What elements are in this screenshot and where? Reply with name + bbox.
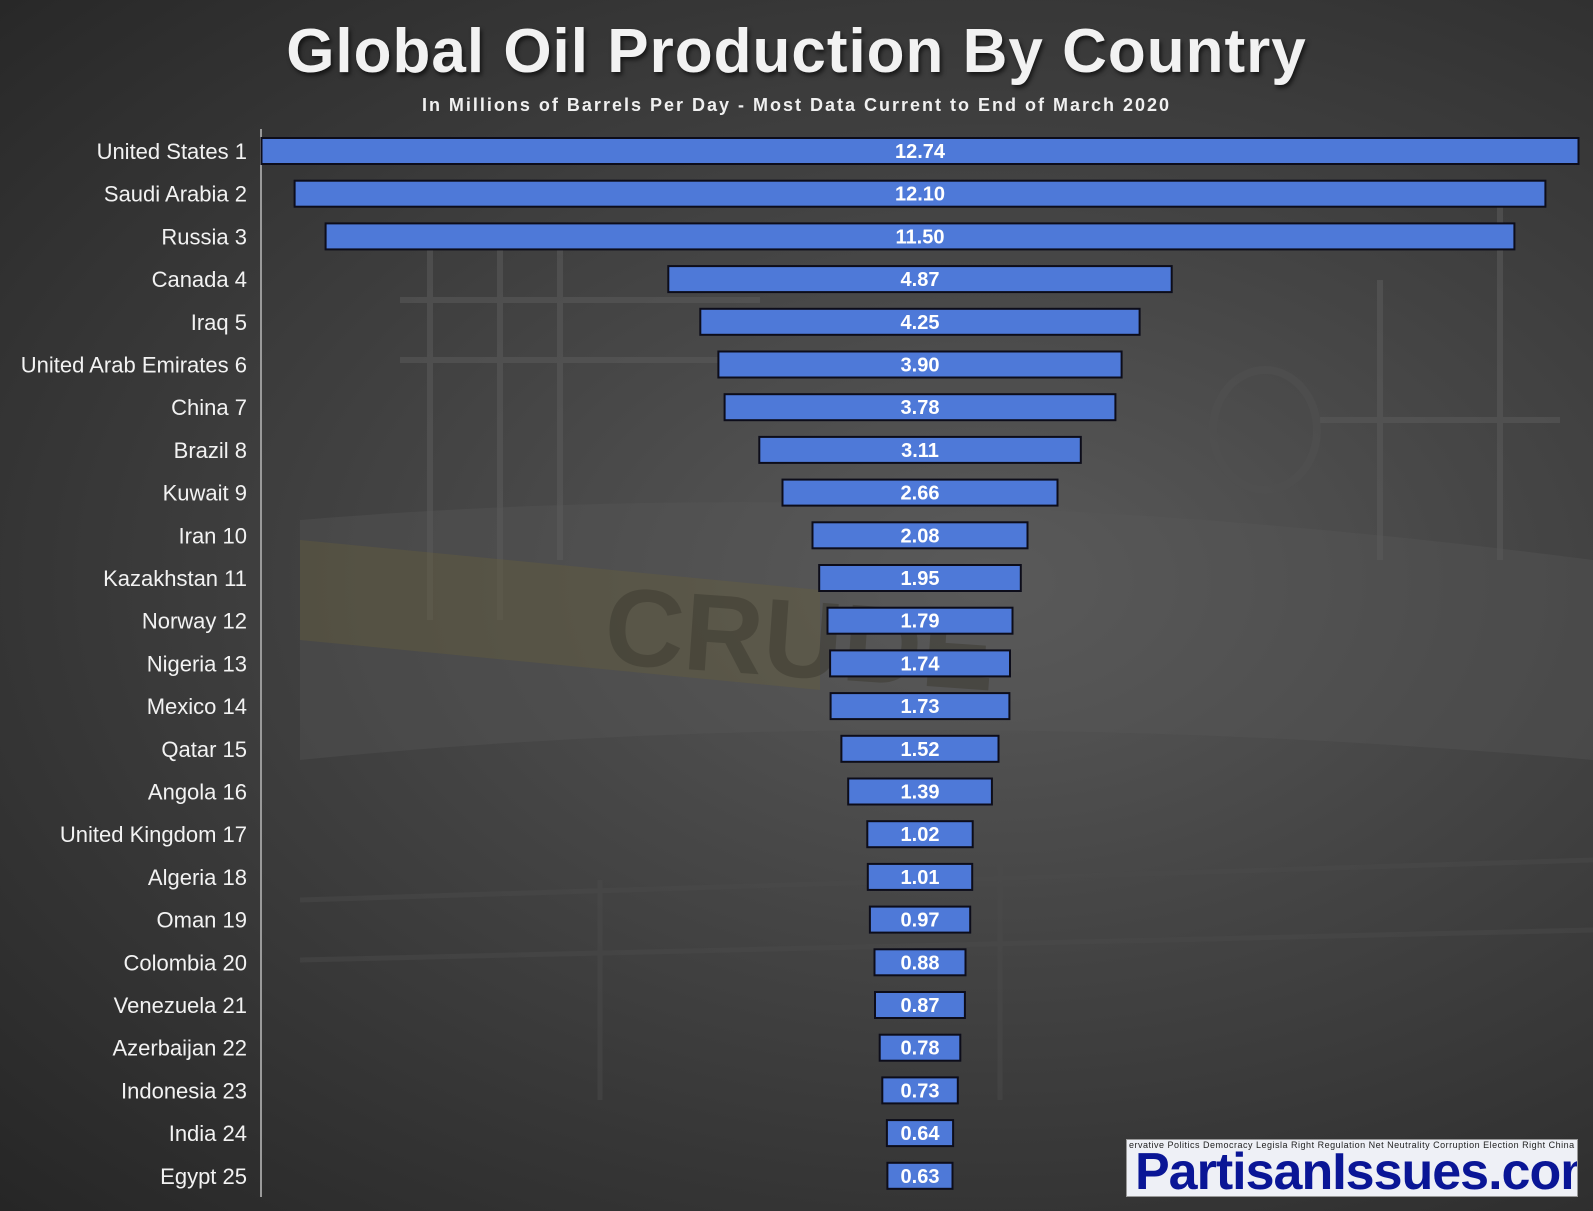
category-label-3: Russia 3	[161, 224, 247, 249]
chart-title: Global Oil Production By Country	[286, 17, 1307, 86]
bar-3	[324, 222, 1516, 251]
category-label-19: Oman 19	[157, 908, 248, 933]
bar-25	[886, 1161, 954, 1190]
category-label-23: Indonesia 23	[121, 1078, 247, 1103]
bar-23	[881, 1076, 959, 1105]
bar-7	[723, 393, 1117, 422]
category-label-1: United States 1	[97, 139, 247, 164]
category-label-18: Algeria 18	[148, 865, 247, 890]
value-label-21: 0.87	[901, 995, 940, 1017]
bar-4	[667, 265, 1173, 294]
category-label-8: Brazil 8	[174, 438, 247, 463]
category-label-24: India 24	[169, 1121, 247, 1146]
value-label-22: 0.78	[901, 1038, 940, 1060]
value-label-17: 1.02	[901, 824, 940, 846]
value-label-11: 1.95	[901, 568, 940, 590]
category-label-25: Egypt 25	[160, 1164, 247, 1189]
category-label-4: Canada 4	[152, 267, 247, 292]
bar-1	[260, 137, 1580, 165]
category-label-21: Venezuela 21	[114, 993, 247, 1018]
value-label-8: 3.11	[901, 440, 939, 462]
bar-12	[826, 606, 1014, 635]
category-label-20: Colombia 20	[123, 950, 247, 975]
category-label-5: Iraq 5	[191, 310, 247, 335]
value-label-3: 11.50	[896, 226, 945, 248]
value-label-25: 0.63	[901, 1166, 940, 1188]
value-label-13: 1.74	[901, 653, 941, 675]
bar-13	[829, 649, 1011, 678]
value-label-16: 1.39	[901, 782, 940, 804]
logo-brand-text: PartisanIssues.com	[1135, 1143, 1578, 1197]
category-label-10: Iran 10	[179, 523, 248, 548]
value-label-14: 1.73	[901, 696, 940, 718]
value-label-10: 2.08	[901, 525, 940, 547]
bar-5	[699, 307, 1141, 336]
bar-16	[847, 777, 993, 806]
bar-14	[829, 692, 1011, 721]
category-label-14: Mexico 14	[147, 694, 247, 719]
bars-layer: 12.74 United States 1 12.10 Saudi Arabia 2 1…	[21, 137, 1580, 1190]
bar-10	[811, 521, 1029, 550]
bar-20	[873, 948, 967, 977]
bar-9	[781, 478, 1059, 507]
bar-8	[758, 435, 1082, 464]
bar-21	[874, 991, 966, 1019]
partisanissues-logo: ervative Politics Democracy Legisla Righ…	[1126, 1139, 1578, 1197]
bar-22	[878, 1033, 962, 1062]
value-label-1: 12.74	[895, 141, 946, 163]
value-label-24: 0.64	[901, 1123, 941, 1145]
value-label-4: 4.87	[901, 269, 940, 291]
category-label-6: United Arab Emirates 6	[21, 353, 247, 378]
value-label-23: 0.73	[901, 1080, 940, 1102]
bar-2	[293, 179, 1547, 208]
category-label-17: United Kingdom 17	[60, 822, 247, 847]
category-label-2: Saudi Arabia 2	[104, 182, 247, 207]
category-label-16: Angola 16	[148, 780, 247, 805]
bar-17	[866, 820, 974, 849]
bar-6	[717, 350, 1123, 379]
category-label-7: China 7	[171, 395, 247, 420]
value-label-7: 3.78	[901, 397, 940, 419]
bar-15	[840, 734, 1000, 763]
value-label-5: 4.25	[901, 312, 940, 334]
bar-24	[885, 1119, 955, 1148]
value-label-19: 0.97	[901, 910, 940, 932]
bar-18	[866, 862, 974, 891]
value-label-15: 1.52	[901, 739, 940, 761]
category-label-15: Qatar 15	[161, 737, 247, 762]
bar-11	[818, 564, 1022, 592]
category-label-12: Norway 12	[142, 609, 247, 634]
value-label-6: 3.90	[901, 355, 940, 377]
bar-19	[868, 905, 972, 934]
value-label-20: 0.88	[901, 952, 940, 974]
value-label-18: 1.01	[901, 867, 940, 889]
category-label-13: Nigeria 13	[147, 651, 247, 676]
value-label-9: 2.66	[901, 483, 940, 505]
category-label-22: Azerbaijan 22	[112, 1036, 247, 1061]
value-label-12: 1.79	[901, 611, 940, 633]
category-label-9: Kuwait 9	[163, 481, 247, 506]
logo-word-cloud: ervative Politics Democracy Legisla Righ…	[1129, 1140, 1577, 1150]
category-label-11: Kazakhstan 11	[103, 566, 247, 591]
chart-subtitle: In Millions of Barrels Per Day - Most Da…	[421, 95, 1172, 115]
value-label-2: 12.10	[895, 184, 945, 206]
